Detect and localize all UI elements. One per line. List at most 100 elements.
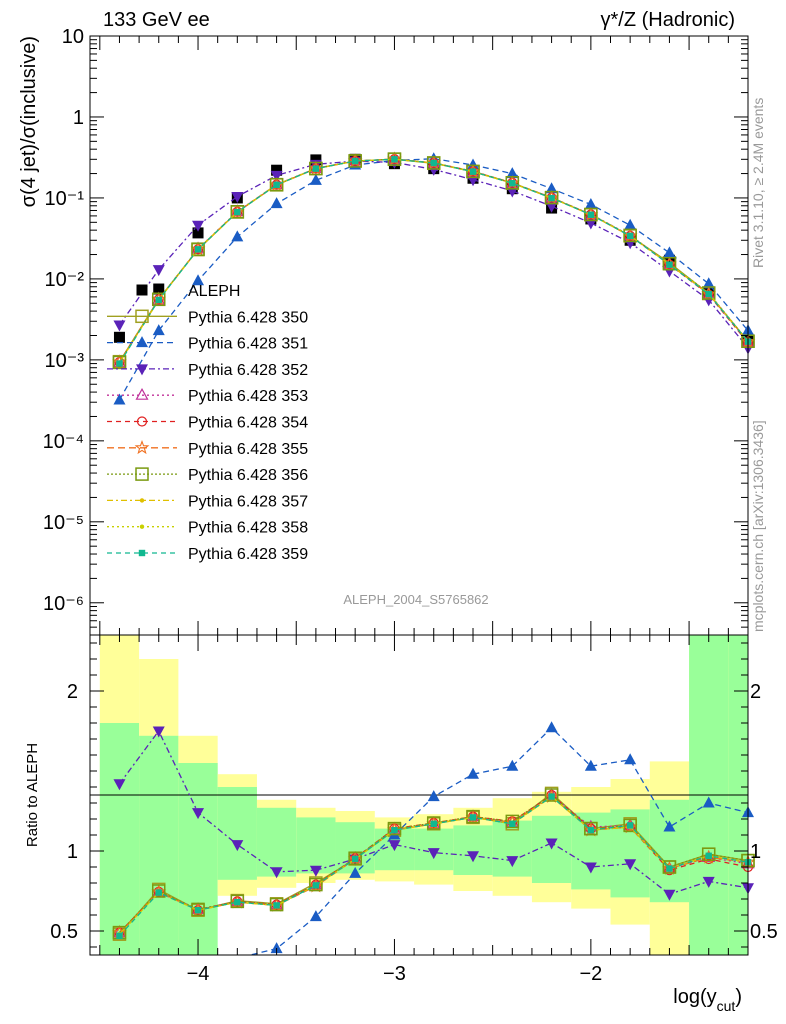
main-point — [506, 167, 519, 179]
legend-entry: Pythia 6.428 354 — [107, 415, 308, 432]
x-axis-title-subscript: cut — [717, 998, 736, 1014]
ratio-point — [348, 851, 362, 865]
main-point — [230, 205, 245, 219]
main-point — [231, 192, 244, 204]
legend-marker — [134, 440, 150, 455]
ratio-point — [623, 818, 637, 833]
ratio-point — [351, 855, 359, 863]
ratio-point — [663, 889, 676, 901]
x-tick-label: −4 — [187, 963, 210, 985]
ratio-plot-panel: 0.5 0.5 1 1 2 2 −4 −3 −2 Ratio to ALEPH log(ycu… — [24, 634, 778, 1014]
ratio-point — [584, 862, 597, 874]
main-plot-background — [90, 36, 748, 635]
main-point — [545, 182, 558, 194]
main-y-tick-label: 1 — [73, 107, 84, 129]
main-point — [194, 246, 202, 253]
ratio-point — [509, 820, 516, 827]
main-point — [113, 331, 125, 343]
main-point — [430, 159, 437, 167]
ratio-point — [349, 866, 362, 878]
legend-label: Pythia 6.428 355 — [188, 441, 308, 458]
inner-band-segment — [178, 763, 218, 955]
legend-entry: Pythia 6.428 356 — [107, 467, 308, 484]
legend-entry: Pythia 6.428 351 — [107, 336, 308, 353]
x-tick-label: −3 — [383, 963, 406, 985]
ratio-point — [427, 848, 440, 860]
main-y-tick-label: 10⁻⁶ — [43, 593, 84, 615]
main-point — [584, 218, 597, 230]
ratio-point — [113, 779, 126, 791]
ratio-point — [270, 942, 283, 954]
x-axis-title-base: log(y — [673, 986, 716, 1008]
legend-marker — [138, 549, 146, 557]
main-point — [192, 220, 205, 232]
ratio-point — [309, 865, 322, 877]
ratio-point — [548, 793, 555, 800]
main-point — [666, 261, 673, 268]
legend-entry: Pythia 6.428 357 — [107, 493, 308, 510]
main-y-axis-label: σ(4 jet)/σ(inclusive) — [18, 36, 40, 207]
ratio-point — [151, 884, 166, 898]
main-point — [270, 197, 283, 209]
ratio-point — [234, 899, 241, 906]
legend-entry: Pythia 6.428 352 — [107, 362, 308, 379]
main-x-ticks — [99, 36, 749, 635]
main-point — [469, 168, 477, 175]
ratio-point — [309, 910, 322, 922]
main-point — [626, 232, 634, 240]
ratio-point — [391, 827, 398, 834]
ratio-point — [155, 889, 162, 896]
ratio-y-axis-label: Ratio to ALEPH — [24, 743, 41, 847]
ratio-point — [469, 814, 477, 821]
ratio-point — [624, 753, 637, 765]
ratio-point — [308, 878, 324, 893]
main-point — [624, 218, 637, 230]
main-point — [663, 246, 676, 258]
legend-label: Pythia 6.428 352 — [188, 362, 308, 379]
legend-entry: Pythia 6.428 359 — [107, 546, 308, 563]
ratio-point — [152, 726, 165, 738]
main-point — [505, 176, 520, 190]
inner-band-segment — [256, 807, 297, 877]
ratio-y-tick-label: 2 — [67, 681, 78, 703]
ratio-point — [545, 721, 558, 733]
main-point — [625, 230, 636, 241]
legend-label: Pythia 6.428 356 — [188, 467, 308, 484]
main-point — [234, 208, 241, 216]
ratio-point — [702, 876, 715, 888]
ratio-point — [192, 808, 205, 820]
main-point — [151, 292, 166, 307]
main-point — [112, 355, 127, 370]
ratio-point — [388, 840, 401, 852]
main-point — [466, 164, 480, 179]
main-point — [705, 290, 712, 298]
main-point — [309, 173, 322, 185]
legend-label: ALEPH — [188, 283, 240, 300]
ratio-y-tick-label-right: 1 — [750, 841, 761, 863]
main-y-tick-label: 10⁻⁴ — [43, 431, 84, 453]
main-point — [271, 164, 283, 176]
main-y-tick-label: 10⁻⁵ — [43, 512, 84, 534]
analysis-id-label: ALEPH_2004_S5765862 — [343, 592, 488, 607]
ratio-series-layer — [112, 721, 756, 955]
ratio-point — [702, 796, 715, 808]
ratio-point — [230, 894, 245, 909]
ratio-point — [666, 865, 673, 872]
mcplots-credit-label: mcplots.cern.ch [arXiv:1306.3436] — [750, 420, 766, 632]
main-series-layer — [112, 151, 756, 405]
main-y-tick-label: 10⁻¹ — [45, 188, 85, 210]
header-right: γ*/Z (Hadronic) — [601, 9, 735, 31]
ratio-y-tick-label: 1 — [67, 841, 78, 863]
main-point — [155, 296, 162, 304]
ratio-series-3 — [113, 726, 754, 901]
legend-entry: Pythia 6.428 353 — [107, 387, 308, 405]
legend-marker — [136, 284, 148, 296]
ratio-point — [466, 809, 480, 824]
ratio-point — [505, 814, 520, 829]
ratio-point — [430, 820, 437, 827]
main-point — [152, 324, 165, 336]
ratio-plot-frame — [89, 634, 749, 956]
main-point — [191, 242, 205, 256]
main-point — [270, 170, 283, 182]
